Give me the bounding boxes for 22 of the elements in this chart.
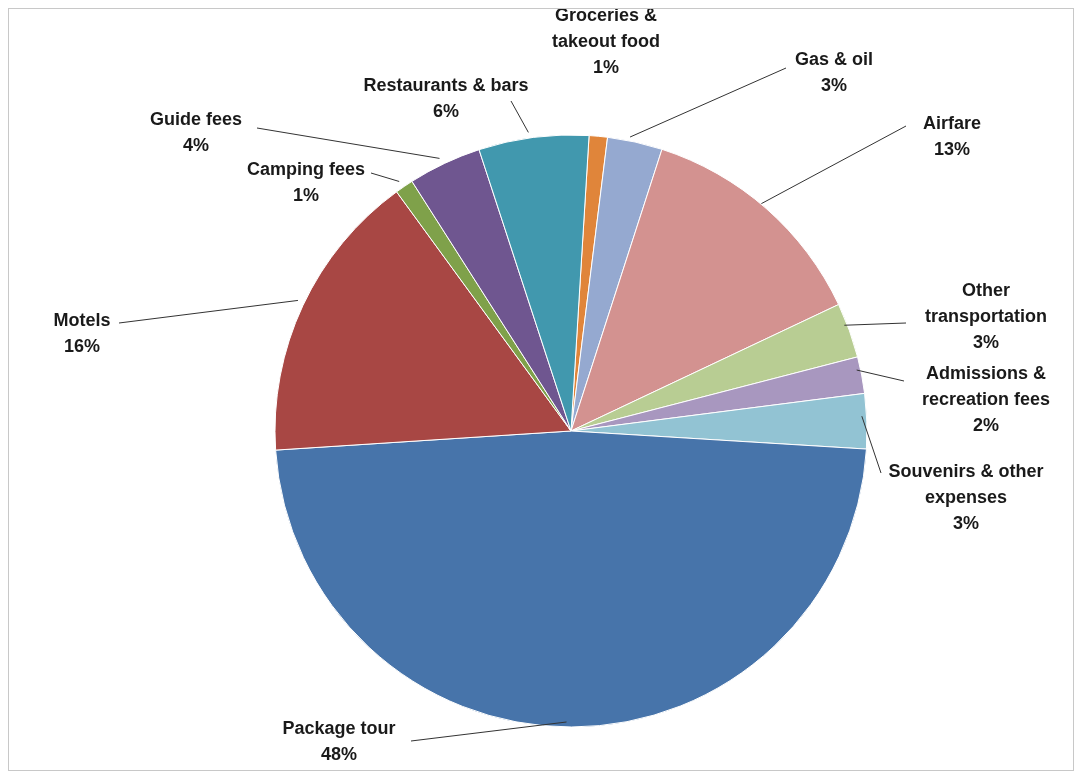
data-label: 1%	[592, 57, 620, 78]
slice-label: Airfare	[922, 113, 982, 134]
slice-label: Groceries & takeout food	[552, 5, 660, 52]
data-label: 13%	[933, 139, 971, 160]
data-label: 6%	[432, 101, 460, 122]
data-label: 48%	[320, 744, 358, 765]
data-label: 16%	[63, 336, 101, 357]
data-label: 1%	[292, 185, 320, 206]
slice-label: Motels	[53, 310, 111, 331]
slice-label: Gas & oil	[794, 49, 874, 70]
slice-label: Restaurants & bars	[363, 75, 529, 96]
data-label: 4%	[182, 135, 210, 156]
slice-label: Other transportation	[924, 280, 1048, 327]
data-label: 2%	[972, 415, 1000, 436]
slice-label: Admissions & recreation fees	[921, 363, 1051, 410]
data-label: 3%	[820, 75, 848, 96]
slice-label: Guide fees	[149, 109, 243, 130]
slice-label: Package tour	[282, 718, 396, 739]
slice-label: Camping fees	[246, 159, 366, 180]
data-label: 3%	[972, 332, 1000, 353]
data-label: 3%	[952, 513, 980, 534]
slice-label: Souvenirs & other expenses	[888, 461, 1044, 508]
